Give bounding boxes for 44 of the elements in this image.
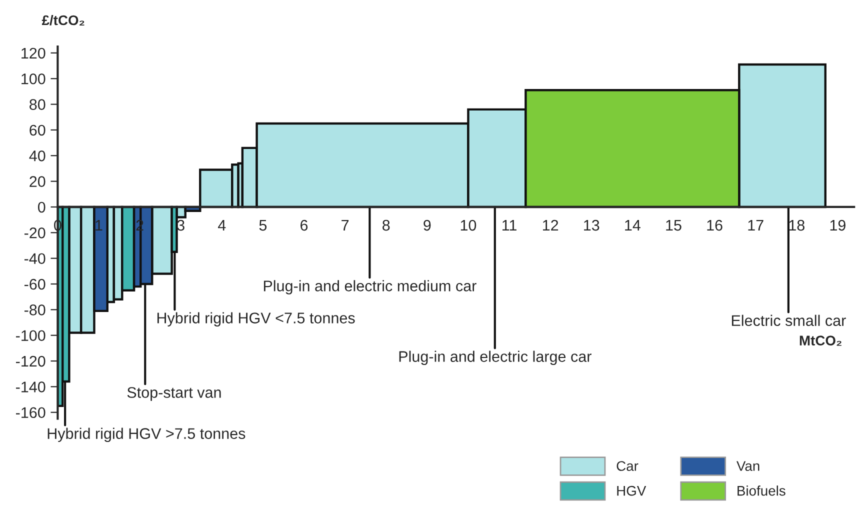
x-tick-label: 12 (542, 220, 558, 231)
x-tick-label: 11 (502, 220, 516, 231)
annotation: Hybrid rigid HGV >7.5 tonnes (48, 428, 246, 442)
y-tick-label: 80 (30, 99, 46, 110)
y-axis-title: £/tCO₂ (42, 14, 84, 26)
y-tick-label: -40 (24, 253, 46, 264)
y-tick-label: -60 (24, 278, 46, 290)
x-tick-label: 10 (460, 220, 476, 231)
annotation: Electric small car (732, 314, 846, 326)
x-tick-label: 13 (584, 220, 600, 231)
x-tick-label: 15 (666, 220, 682, 231)
y-tick-label: 20 (30, 176, 46, 187)
y-tick-label: 40 (29, 150, 46, 162)
annotation: Plug-in and electric large car (399, 350, 592, 365)
x-tick-label: 14 (625, 220, 640, 231)
x-tick-label: 19 (830, 220, 846, 231)
y-tick-label: 120 (22, 48, 46, 59)
y-tick-label: 60 (30, 124, 46, 136)
y-tick-label: -80 (24, 304, 46, 316)
y-tick-label: -100 (16, 330, 46, 342)
y-tick-label: 0 (38, 202, 46, 213)
annotation: Hybrid rigid HGV <7.5 tonnes (157, 312, 355, 326)
annotation: Stop-start van (127, 387, 221, 401)
y-tick-label: -120 (16, 356, 46, 367)
x-axis-title: MtCO₂ (800, 336, 842, 346)
y-tick-label: -20 (24, 228, 46, 238)
legend-label: Biofuels (738, 486, 786, 496)
x-tick-label: 5 (259, 220, 267, 231)
x-tick-label: 16 (707, 220, 722, 231)
y-tick-label: -140 (16, 382, 46, 392)
x-tick-label: 17 (748, 220, 764, 231)
annotation: Plug-in and electric medium car (264, 280, 476, 294)
y-tick-label: -160 (16, 407, 46, 418)
legend-label: Car (616, 461, 638, 471)
x-tick-label: 1 (96, 220, 102, 231)
x-tick-label: 4 (218, 220, 226, 231)
x-tick-label: 6 (300, 220, 308, 231)
y-tick-label: 100 (22, 73, 46, 84)
x-tick-label: 7 (342, 220, 349, 231)
x-tick-label: 18 (789, 220, 804, 231)
x-tick-label: 9 (424, 220, 431, 231)
legend-label: HGV (617, 486, 646, 496)
legend-label: Van (736, 461, 760, 471)
x-tick-label: 8 (382, 220, 390, 231)
